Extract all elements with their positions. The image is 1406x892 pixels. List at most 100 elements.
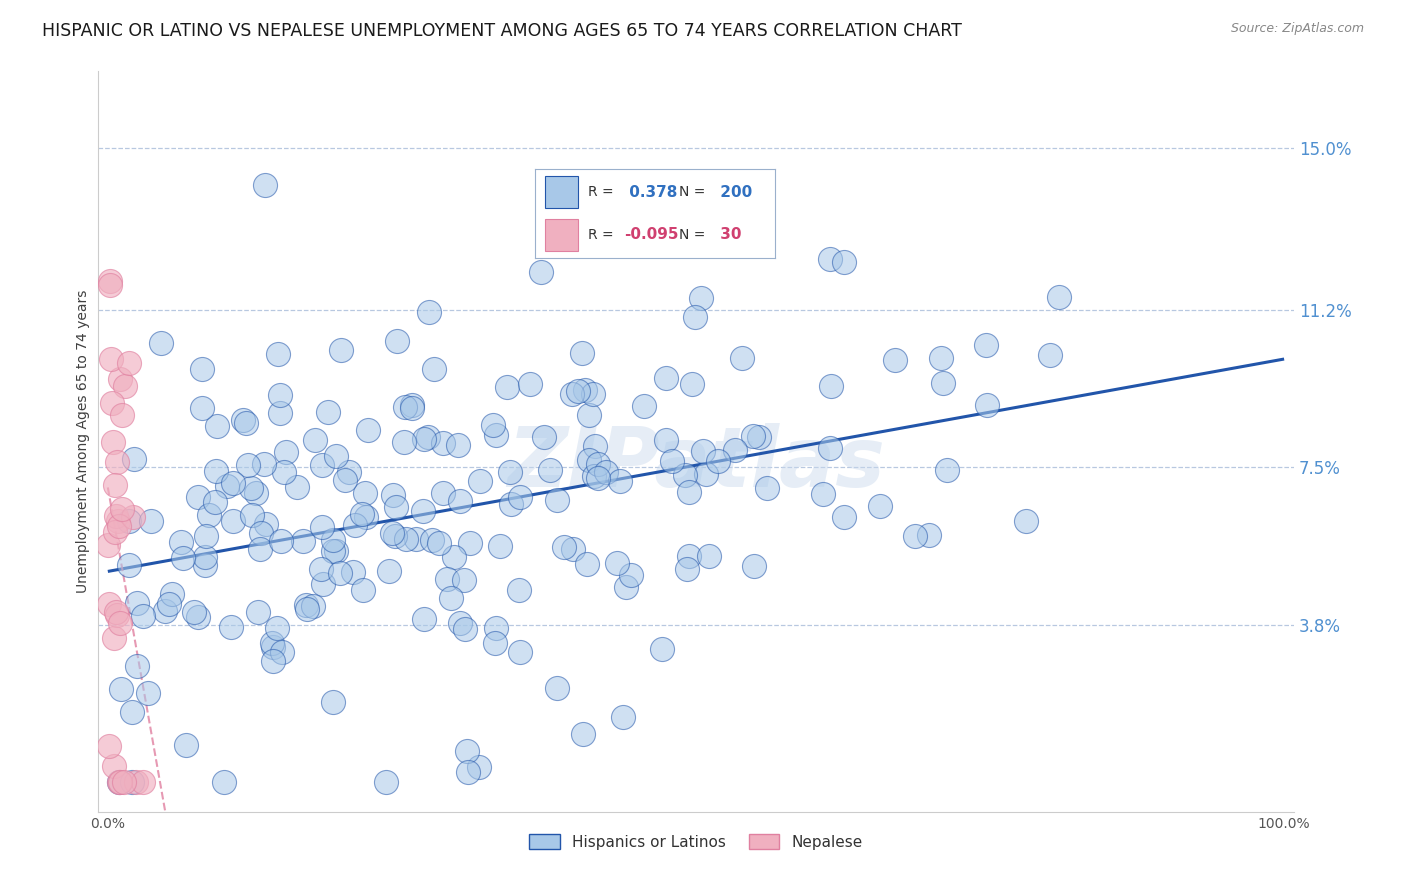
Point	[250, 525, 273, 540]
Text: ZIPatlas: ZIPatlas	[508, 423, 884, 504]
Point	[932, 376, 955, 391]
Point	[121, 705, 143, 719]
Point	[1039, 347, 1062, 361]
Point	[685, 310, 707, 324]
Point	[352, 508, 374, 522]
Point	[375, 775, 398, 789]
Point	[489, 539, 512, 553]
Point	[533, 430, 555, 444]
Point	[655, 371, 678, 385]
Point	[136, 686, 159, 700]
Point	[276, 445, 298, 459]
Point	[205, 419, 228, 434]
Point	[832, 510, 855, 524]
Point	[377, 564, 399, 578]
Point	[401, 398, 423, 412]
Point	[929, 351, 952, 365]
Point	[567, 384, 589, 399]
Point	[384, 529, 406, 543]
Point	[412, 432, 434, 446]
Point	[484, 636, 506, 650]
Point	[413, 611, 436, 625]
Point	[468, 760, 491, 774]
Point	[633, 400, 655, 414]
Point	[546, 493, 568, 508]
Point	[382, 488, 405, 502]
Point	[918, 528, 941, 542]
Point	[122, 451, 145, 466]
Point	[436, 572, 458, 586]
Point	[100, 351, 122, 366]
Point	[352, 583, 374, 598]
Point	[245, 486, 267, 500]
Point	[183, 605, 205, 619]
Point	[330, 343, 353, 358]
Point	[689, 291, 711, 305]
Point	[748, 430, 770, 444]
Point	[583, 440, 606, 454]
Point	[295, 602, 318, 616]
Point	[449, 615, 471, 630]
Point	[974, 338, 997, 352]
Point	[453, 573, 475, 587]
Text: 30: 30	[716, 227, 741, 243]
Point	[582, 469, 605, 483]
Point	[499, 465, 522, 479]
Point	[509, 490, 531, 504]
Point	[253, 458, 276, 472]
Point	[125, 775, 148, 789]
Point	[105, 455, 128, 469]
Point	[187, 490, 209, 504]
Point	[302, 599, 325, 613]
Point	[266, 621, 288, 635]
Point	[235, 416, 257, 430]
Point	[707, 453, 730, 467]
Point	[620, 567, 643, 582]
Point	[337, 465, 360, 479]
Point	[121, 775, 143, 789]
Text: -0.095: -0.095	[624, 227, 679, 243]
Point	[125, 596, 148, 610]
Point	[236, 458, 259, 472]
Point	[110, 409, 132, 423]
Point	[240, 508, 263, 522]
Point	[395, 532, 418, 546]
Point	[108, 519, 131, 533]
Point	[496, 380, 519, 394]
Point	[191, 401, 214, 416]
Point	[100, 396, 122, 410]
Point	[97, 739, 120, 753]
Point	[193, 550, 215, 565]
Point	[578, 408, 600, 422]
Point	[312, 576, 335, 591]
Point	[98, 274, 121, 288]
Point	[586, 457, 609, 471]
Point	[110, 616, 132, 631]
Point	[418, 305, 440, 319]
Point	[481, 417, 503, 432]
Point	[832, 254, 855, 268]
Point	[122, 509, 145, 524]
Text: N =: N =	[679, 185, 706, 199]
Point	[530, 264, 553, 278]
Point	[458, 535, 481, 549]
Point	[97, 538, 120, 552]
Point	[695, 467, 717, 481]
Point	[118, 356, 141, 370]
Point	[499, 496, 522, 510]
Point	[508, 645, 530, 659]
Point	[103, 759, 125, 773]
Point	[110, 682, 132, 697]
Point	[187, 610, 209, 624]
Point	[1047, 290, 1070, 304]
Point	[661, 454, 683, 468]
Legend: Hispanics or Latinos, Nepalese: Hispanics or Latinos, Nepalese	[523, 828, 869, 856]
Point	[118, 514, 141, 528]
Point	[342, 566, 364, 580]
Point	[678, 484, 700, 499]
Point	[131, 609, 153, 624]
Point	[267, 347, 290, 361]
Point	[304, 434, 326, 448]
Point	[820, 441, 842, 455]
Point	[606, 556, 628, 570]
